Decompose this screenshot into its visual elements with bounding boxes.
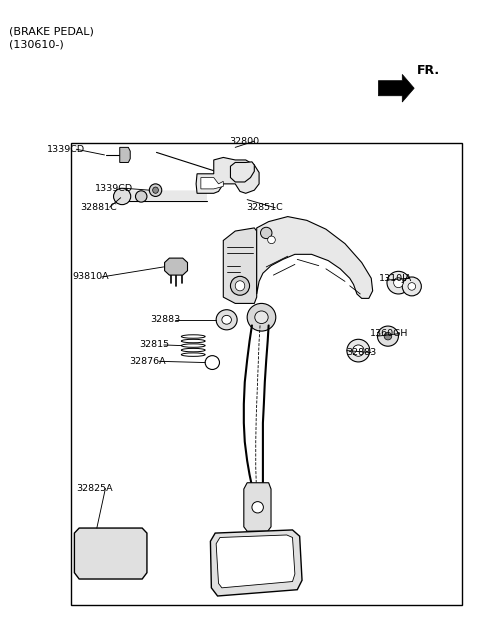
Polygon shape xyxy=(74,528,147,579)
Polygon shape xyxy=(196,157,259,193)
Ellipse shape xyxy=(230,276,250,295)
Text: 32851C: 32851C xyxy=(246,204,282,212)
Text: 32876A: 32876A xyxy=(129,357,166,366)
Text: 32815: 32815 xyxy=(139,341,169,349)
Text: FR.: FR. xyxy=(417,64,440,77)
Ellipse shape xyxy=(268,236,276,244)
Text: 1339CD: 1339CD xyxy=(47,145,85,154)
Ellipse shape xyxy=(135,191,147,202)
Ellipse shape xyxy=(153,187,158,193)
Ellipse shape xyxy=(384,332,392,340)
Bar xyxy=(71,143,462,605)
Text: 32800: 32800 xyxy=(229,137,260,145)
Text: 1360GH: 1360GH xyxy=(370,329,408,338)
Text: 1339CD: 1339CD xyxy=(95,184,133,193)
Polygon shape xyxy=(165,258,188,275)
Ellipse shape xyxy=(402,277,421,296)
Text: 32883: 32883 xyxy=(150,315,180,324)
Text: (BRAKE PEDAL): (BRAKE PEDAL) xyxy=(9,27,94,37)
Polygon shape xyxy=(216,535,295,588)
Polygon shape xyxy=(257,217,372,298)
Polygon shape xyxy=(201,178,223,189)
Ellipse shape xyxy=(216,310,237,330)
Ellipse shape xyxy=(387,271,410,294)
Polygon shape xyxy=(120,147,130,162)
Text: 32883: 32883 xyxy=(346,348,376,357)
Text: 32881C: 32881C xyxy=(80,203,117,212)
Bar xyxy=(122,191,206,202)
Ellipse shape xyxy=(235,281,245,291)
Ellipse shape xyxy=(252,502,264,513)
Ellipse shape xyxy=(247,303,276,331)
Text: 1310JA: 1310JA xyxy=(379,274,413,283)
Polygon shape xyxy=(378,75,414,102)
Ellipse shape xyxy=(261,228,272,239)
Polygon shape xyxy=(244,483,271,531)
Text: 93810A: 93810A xyxy=(72,272,108,281)
Ellipse shape xyxy=(394,277,403,288)
Ellipse shape xyxy=(205,356,219,370)
Ellipse shape xyxy=(149,184,162,197)
Ellipse shape xyxy=(347,339,370,362)
Polygon shape xyxy=(210,530,302,596)
Ellipse shape xyxy=(114,188,131,205)
Text: 32825A: 32825A xyxy=(76,484,112,493)
Polygon shape xyxy=(223,228,257,303)
Polygon shape xyxy=(230,162,254,182)
Ellipse shape xyxy=(377,326,398,346)
Ellipse shape xyxy=(255,311,268,324)
Ellipse shape xyxy=(353,345,364,356)
Ellipse shape xyxy=(222,315,231,324)
Text: (130610-): (130610-) xyxy=(9,39,63,49)
Ellipse shape xyxy=(408,283,416,290)
